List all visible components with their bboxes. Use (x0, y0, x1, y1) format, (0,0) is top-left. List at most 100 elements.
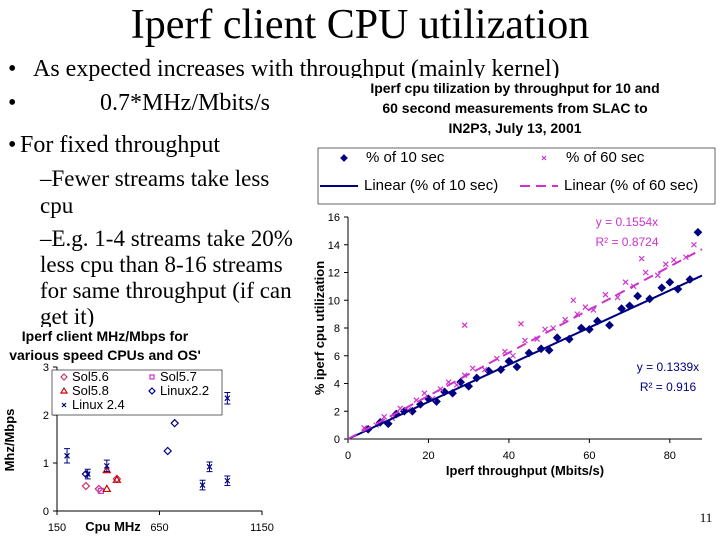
data-point (421, 390, 428, 397)
trend-line (347, 248, 703, 440)
legend-box (317, 147, 716, 205)
y-axis-label: Mhz/Mbps (2, 409, 17, 472)
legend-label: Linux2.2 (160, 383, 209, 398)
x-tick-label: 80 (664, 450, 676, 462)
data-point (665, 277, 675, 287)
legend-label: Linux 2.4 (72, 397, 125, 412)
chart-background (0, 327, 300, 540)
legend-label: Sol5.7 (160, 369, 197, 384)
legend-label: Linear (% of 10 sec) (364, 177, 498, 194)
data-point (81, 481, 91, 491)
legend-swatch (149, 374, 155, 380)
page-number: 11 (700, 510, 713, 525)
data-point (605, 320, 614, 330)
data-point (102, 465, 112, 474)
annotation: R² = 0.916 (640, 380, 697, 394)
bullet: 0.7*MHz/Mbits/s (100, 90, 270, 116)
data-point (453, 381, 460, 388)
bullet-marker: • (8, 132, 16, 158)
sub-bullet: get it) (40, 304, 94, 329)
annotation: y = 0.1339x (637, 360, 699, 374)
data-point (642, 269, 649, 276)
y-tick-label: 8 (334, 323, 340, 335)
data-point (163, 446, 173, 456)
data-point (602, 291, 609, 298)
data-point (622, 279, 629, 286)
data-point (522, 337, 528, 344)
y-tick-label: 12 (328, 268, 340, 280)
data-point (461, 322, 468, 329)
y-tick-label: 1 (43, 458, 49, 470)
data-point (102, 484, 112, 493)
sub-bullet: less cpu than 8-16 streams (40, 252, 283, 277)
slide-title: Iperf client CPU utilization (131, 2, 589, 48)
data-point (614, 294, 621, 301)
y-tick-label: 0 (334, 434, 340, 446)
y-tick-label: 0 (43, 506, 49, 518)
sub-bullet: cpu (40, 193, 74, 218)
data-point (518, 320, 524, 327)
chart-title: IN2P3, July 13, 2001 (448, 120, 581, 136)
x-tick-label: 40 (503, 450, 515, 462)
data-point (397, 405, 404, 412)
x-tick-label: 60 (583, 450, 595, 462)
data-point (570, 297, 577, 304)
data-point (64, 452, 70, 459)
data-point (510, 352, 516, 359)
y-tick-label: 4 (334, 379, 340, 391)
legend-swatch (340, 154, 348, 162)
legend-box (51, 369, 223, 416)
y-tick-label: 2 (43, 410, 49, 422)
legend-swatch (148, 387, 156, 395)
legend-label: Linear (% of 60 sec) (564, 177, 698, 194)
data-point (582, 304, 589, 311)
data-point (657, 283, 667, 293)
data-point (542, 326, 549, 333)
x-tick-label: 20 (422, 450, 434, 462)
data-point (103, 462, 110, 469)
legend-swatch (60, 373, 68, 381)
y-tick-label: 6 (334, 351, 340, 363)
x-tick-label: 1150 (250, 522, 274, 534)
data-point (654, 272, 661, 279)
legend-swatch (61, 402, 67, 408)
sub-bullet: for same throughput (if can (40, 278, 292, 303)
x-tick-label: 0 (345, 450, 351, 462)
legend-label: % of 10 sec (366, 149, 445, 166)
annotation: R² = 0.8724 (595, 235, 658, 249)
data-point (170, 418, 180, 428)
data-point (633, 291, 642, 301)
y-tick-label: 2 (334, 406, 340, 418)
data-point (670, 257, 677, 263)
chart-title: 60 second measurements from SLAC to (382, 100, 647, 116)
data-point (638, 255, 645, 262)
data-point (456, 377, 465, 387)
data-point (381, 413, 388, 420)
data-point (544, 345, 554, 355)
legend-label: % of 60 sec (566, 149, 645, 166)
trend-line (347, 274, 703, 440)
chart-background (310, 78, 720, 478)
data-point (224, 477, 231, 484)
x-tick-label: 150 (48, 522, 66, 534)
x-tick-label: 650 (150, 522, 168, 534)
y-axis-label: % iperf cpu utilization (312, 261, 327, 395)
data-point (552, 333, 562, 343)
legend-swatch (541, 155, 547, 161)
y-tick-label: 3 (43, 362, 49, 374)
data-point (693, 227, 703, 237)
chart-title: Iperf cpu tilization by throughput for 1… (370, 80, 659, 96)
bullet-marker: • (8, 90, 16, 116)
legend-label: Sol5.6 (72, 369, 109, 384)
data-point (512, 362, 522, 372)
data-point (682, 254, 689, 261)
bullet-marker: • (8, 56, 16, 82)
data-point (691, 241, 697, 248)
data-point (199, 482, 206, 489)
data-point (206, 463, 213, 470)
y-tick-label: 14 (328, 240, 340, 252)
chart-title: Iperf client MHz/Mbps for (22, 328, 189, 344)
chart-title: various speed CPUs and OS' (9, 347, 201, 363)
x-axis-label: Iperf throughput (Mbits/s) (446, 463, 604, 478)
